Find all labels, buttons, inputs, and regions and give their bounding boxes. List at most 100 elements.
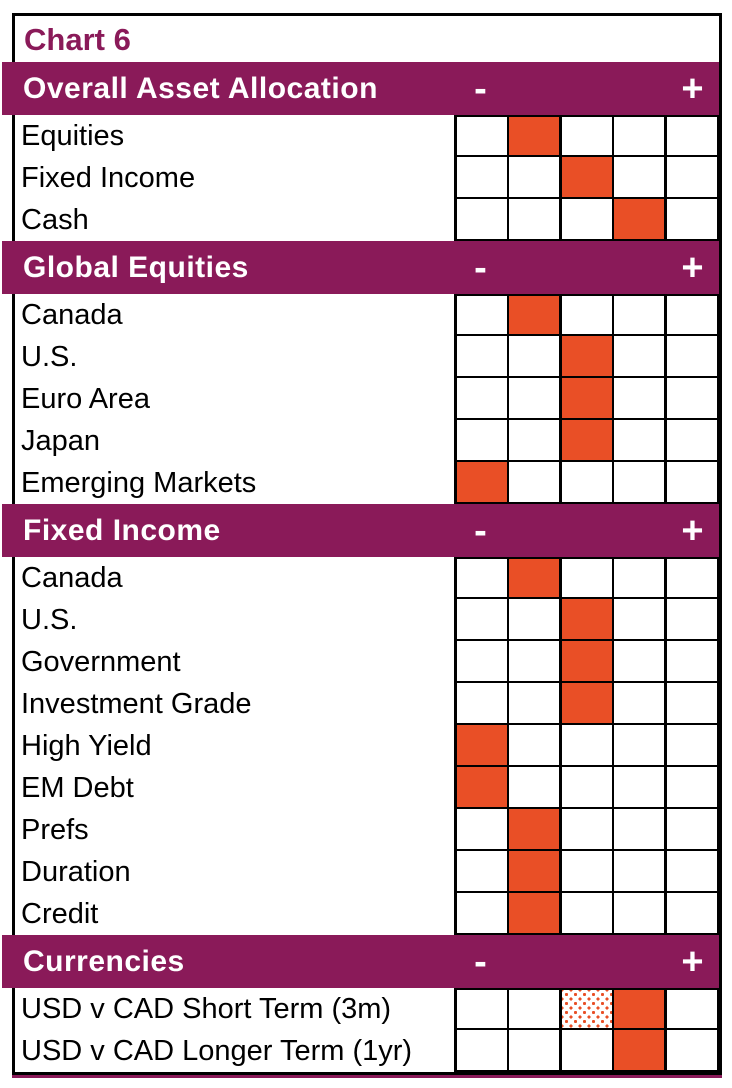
position-grid bbox=[454, 851, 719, 893]
grid-cell bbox=[614, 378, 664, 418]
row-label: Canada bbox=[21, 562, 123, 594]
grid-cell bbox=[509, 641, 559, 681]
chart-title: Chart 6 bbox=[15, 16, 719, 62]
position-grid bbox=[454, 420, 719, 462]
grid-cell bbox=[561, 990, 612, 1028]
section-title: Overall Asset Allocation bbox=[23, 71, 378, 105]
grid-cell bbox=[614, 157, 664, 197]
grid-cell bbox=[509, 809, 559, 849]
position-grid bbox=[454, 294, 719, 336]
grid-cell bbox=[561, 157, 612, 197]
position-grid bbox=[454, 725, 719, 767]
grid-cell bbox=[456, 199, 507, 239]
table-row: U.S. bbox=[15, 599, 719, 641]
grid-cell bbox=[561, 462, 612, 502]
grid-cell bbox=[561, 893, 612, 933]
grid-cell bbox=[456, 767, 507, 807]
table-row: High Yield bbox=[15, 725, 719, 767]
grid-cell bbox=[614, 809, 664, 849]
grid-cell bbox=[509, 990, 559, 1028]
grid-cell bbox=[509, 599, 559, 639]
table-row: EM Debt bbox=[15, 767, 719, 809]
grid-cell bbox=[561, 683, 612, 723]
scale: - + bbox=[454, 504, 719, 557]
position-grid bbox=[454, 599, 719, 641]
grid-cell bbox=[614, 296, 664, 334]
table-row: U.S. bbox=[15, 336, 719, 378]
grid-cell bbox=[666, 462, 717, 502]
position-grid bbox=[454, 683, 719, 725]
grid-cell bbox=[561, 641, 612, 681]
grid-cell bbox=[614, 683, 664, 723]
scale-plus-label: + bbox=[681, 67, 704, 110]
grid-cell bbox=[509, 378, 559, 418]
grid-cell bbox=[561, 725, 612, 765]
grid-cell bbox=[561, 1030, 612, 1070]
position-grid bbox=[454, 557, 719, 599]
table-row: Canada bbox=[15, 294, 719, 336]
grid-cell bbox=[614, 336, 664, 376]
table-row: Government bbox=[15, 641, 719, 683]
row-label: EM Debt bbox=[21, 772, 134, 804]
grid-cell bbox=[614, 599, 664, 639]
chart-title-text: Chart 6 bbox=[24, 22, 131, 57]
scale-plus-label: + bbox=[681, 509, 704, 552]
grid-cell bbox=[614, 199, 664, 239]
scale: - + bbox=[454, 241, 719, 294]
grid-cell bbox=[561, 559, 612, 597]
grid-cell bbox=[614, 990, 664, 1028]
grid-cell bbox=[666, 157, 717, 197]
position-grid bbox=[454, 809, 719, 851]
grid-cell bbox=[666, 990, 717, 1028]
grid-cell bbox=[561, 420, 612, 460]
grid-cell bbox=[666, 420, 717, 460]
grid-cell bbox=[509, 296, 559, 334]
grid-cell bbox=[666, 117, 717, 155]
table-row: Credit bbox=[15, 893, 719, 935]
grid-cell bbox=[666, 1030, 717, 1070]
grid-cell bbox=[456, 336, 507, 376]
grid-cell bbox=[666, 851, 717, 891]
grid-cell bbox=[614, 851, 664, 891]
section-title: Currencies bbox=[23, 944, 185, 978]
table-row: Fixed Income bbox=[15, 157, 719, 199]
grid-cell bbox=[666, 599, 717, 639]
row-label: Investment Grade bbox=[21, 688, 252, 720]
grid-cell bbox=[666, 641, 717, 681]
scale-plus-label: + bbox=[681, 940, 704, 983]
grid-cell bbox=[561, 851, 612, 891]
grid-cell bbox=[561, 117, 612, 155]
grid-cell bbox=[614, 420, 664, 460]
position-grid bbox=[454, 199, 719, 241]
grid-cell bbox=[456, 893, 507, 933]
scale: - + bbox=[454, 62, 719, 115]
position-grid bbox=[454, 893, 719, 935]
row-label: Canada bbox=[21, 299, 123, 331]
section-title: Fixed Income bbox=[23, 513, 221, 547]
scale-minus-label: - bbox=[474, 246, 487, 289]
section-header-currencies: Currencies - + bbox=[2, 935, 719, 988]
grid-cell bbox=[666, 378, 717, 418]
table-row: USD v CAD Longer Term (1yr) bbox=[15, 1030, 719, 1072]
grid-cell bbox=[456, 117, 507, 155]
grid-cell bbox=[614, 893, 664, 933]
grid-cell bbox=[509, 851, 559, 891]
grid-cell bbox=[561, 336, 612, 376]
grid-cell bbox=[666, 683, 717, 723]
table-row: Canada bbox=[15, 557, 719, 599]
grid-cell bbox=[614, 117, 664, 155]
scale-minus-label: - bbox=[474, 67, 487, 110]
grid-cell bbox=[509, 462, 559, 502]
position-grid bbox=[454, 988, 719, 1030]
row-label: Japan bbox=[21, 425, 101, 457]
grid-cell bbox=[456, 683, 507, 723]
grid-cell bbox=[456, 462, 507, 502]
grid-cell bbox=[509, 199, 559, 239]
row-label: Fixed Income bbox=[21, 162, 196, 194]
grid-cell bbox=[666, 559, 717, 597]
grid-cell bbox=[456, 420, 507, 460]
position-grid bbox=[454, 462, 719, 504]
row-label: High Yield bbox=[21, 730, 152, 762]
grid-cell bbox=[456, 559, 507, 597]
grid-cell bbox=[456, 851, 507, 891]
